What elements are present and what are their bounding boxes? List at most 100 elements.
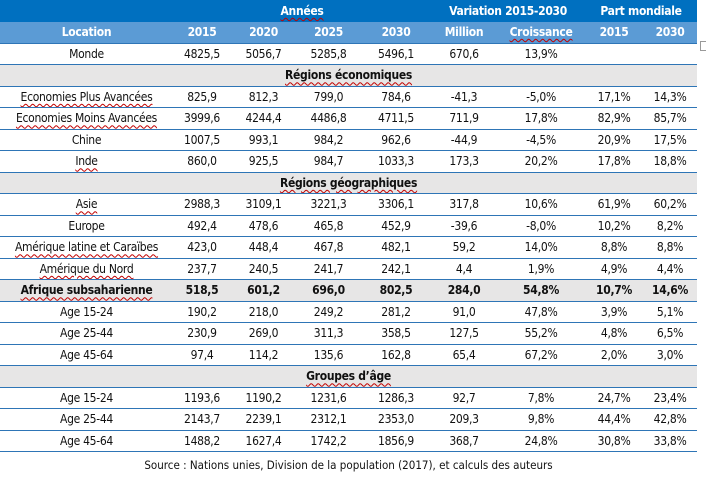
cell-value: 55,2%	[497, 322, 586, 345]
column-header-label: 2015	[599, 25, 629, 39]
cell-value: 2,0%	[585, 344, 644, 366]
table-row: Age 25-44 230,9 269,0 311,3 358,5 127,5 55,2% 4…	[0, 322, 698, 345]
cell-value: 317,8	[431, 193, 498, 216]
cell-value: 240,5	[231, 258, 296, 280]
cell-value: 5285,8	[296, 43, 361, 65]
table-row: Afrique subsaharienne 518,5 601,2 696,0 802,…	[0, 279, 698, 302]
row-label: Afrique subsaharienne	[0, 279, 173, 302]
row-label: Age 25-44	[0, 322, 173, 345]
cell-value: 358,5	[361, 322, 432, 345]
row-label: Age 25-44	[0, 408, 173, 431]
table-row: Age 15-24 190,2 218,0 249,2 281,2 91,0 47,8% 3,…	[0, 301, 698, 323]
cell-value: 3999,6	[173, 107, 231, 130]
cell-value: 465,8	[296, 215, 361, 237]
header-variation: Variation 2015-2030	[431, 0, 586, 22]
cell-value: 478,6	[231, 215, 296, 237]
cell-value: 20,9%	[585, 129, 644, 151]
cell-value: 17,5%	[643, 129, 698, 151]
cell-value: 190,2	[173, 301, 231, 323]
cell-value: 135,6	[296, 344, 361, 366]
cell-value: 1231,6	[296, 387, 361, 409]
cell-value: 24,7%	[585, 387, 644, 409]
cell-value: 2988,3	[173, 193, 231, 216]
cell-value: 65,4	[431, 344, 498, 366]
cell-value: 9,8%	[497, 408, 586, 431]
cell-value: 47,8%	[497, 301, 586, 323]
table-row: Economies Plus Avancées 825,9 812,3 799,0 78…	[0, 86, 698, 108]
cell-value: 10,2%	[585, 215, 644, 237]
table-row: Age 25-44 2143,7 2239,1 2312,1 2353,0 209,3 9,…	[0, 408, 698, 431]
column-header: 2020	[231, 21, 296, 44]
cell-value: 127,5	[431, 322, 498, 345]
cell-value: 802,5	[361, 279, 432, 302]
cell-value: 482,1	[361, 236, 432, 259]
source-note: Source : Nations unies, Division de la p…	[144, 458, 553, 472]
cell-value: 18,8%	[643, 150, 698, 173]
section-heading: Groupes d’âge	[0, 365, 698, 388]
cell-value: 4,8%	[585, 322, 644, 345]
cell-value: 311,3	[296, 322, 361, 345]
cell-value: 4244,4	[231, 107, 296, 130]
table-row: Amérique du Nord 237,7 240,5 241,7 242,1 4,4 1…	[0, 258, 698, 280]
column-header-label: Location	[61, 25, 112, 39]
cell-value: 14,3%	[643, 86, 698, 108]
cell-value: 5,1%	[643, 301, 698, 323]
cell-value: 281,2	[361, 301, 432, 323]
cell-value: 2239,1	[231, 408, 296, 431]
cell-value: 3,9%	[585, 301, 644, 323]
column-header: 2030	[361, 21, 432, 44]
population-table: Années Variation 2015-2030 Part mondiale…	[0, 0, 698, 452]
cell-value: 173,3	[431, 150, 498, 173]
cell-value: 799,0	[296, 86, 361, 108]
cell-value: 54,8%	[497, 279, 586, 302]
cell-value: 8,8%	[643, 236, 698, 259]
cell-value: 4825,5	[173, 43, 231, 65]
table-row: Chine 1007,5 993,1 984,2 962,6 -44,9 -4,5% 20,9…	[0, 129, 698, 151]
cell-value: 17,8%	[585, 150, 644, 173]
cell-value: 284,0	[431, 279, 498, 302]
cell-value: 825,9	[173, 86, 231, 108]
cell-value: 1742,2	[296, 430, 361, 452]
cell-value: 1007,5	[173, 129, 231, 151]
cell-value: 1190,2	[231, 387, 296, 409]
cell-value: 925,5	[231, 150, 296, 173]
row-label: Amérique latine et Caraïbes	[0, 236, 173, 259]
row-label: Economies Moins Avancées	[0, 107, 173, 130]
cell-value: 6,5%	[643, 322, 698, 345]
row-label: Monde	[0, 43, 173, 65]
cell-value: 984,7	[296, 150, 361, 173]
cell-value: 2143,7	[173, 408, 231, 431]
table-resize-handle[interactable]	[700, 41, 706, 51]
cell-value: 17,8%	[497, 107, 586, 130]
cell-value: 14,0%	[497, 236, 586, 259]
table-row: Asie 2988,3 3109,1 3221,3 3306,1 317,8 10,6% 61…	[0, 193, 698, 216]
row-label: Age 45-64	[0, 430, 173, 452]
section-heading: Régions géographiques	[0, 172, 698, 194]
cell-value: 10,7%	[585, 279, 644, 302]
cell-value: 492,4	[173, 215, 231, 237]
cell-value: 230,9	[173, 322, 231, 345]
cell-value: 696,0	[296, 279, 361, 302]
cell-value: 85,7%	[643, 107, 698, 130]
cell-value: 1,9%	[497, 258, 586, 280]
cell-value: 82,9%	[585, 107, 644, 130]
column-header-label: Croissance	[509, 25, 573, 39]
header-years: Années	[173, 0, 432, 22]
cell-value: -44,9	[431, 129, 498, 151]
row-label: Inde	[0, 150, 173, 173]
table-row: Age 45-64 1488,2 1627,4 1742,2 1856,9 368,7 24…	[0, 430, 698, 452]
cell-value: 1856,9	[361, 430, 432, 452]
cell-value: 7,8%	[497, 387, 586, 409]
column-header: 2025	[296, 21, 361, 44]
cell-value: 812,3	[231, 86, 296, 108]
cell-value: 242,1	[361, 258, 432, 280]
cell-value: 3109,1	[231, 193, 296, 216]
table-row: Age 15-24 1193,6 1190,2 1231,6 1286,3 92,7 7,8…	[0, 387, 698, 409]
cell-value: 44,4%	[585, 408, 644, 431]
header-years-label: Années	[280, 3, 324, 18]
cell-value: 42,8%	[643, 408, 698, 431]
cell-value: 60,2%	[643, 193, 698, 216]
cell-value: 452,9	[361, 215, 432, 237]
table-row: Economies Moins Avancées 3999,6 4244,4 4486…	[0, 107, 698, 130]
cell-value: 33,8%	[643, 430, 698, 452]
